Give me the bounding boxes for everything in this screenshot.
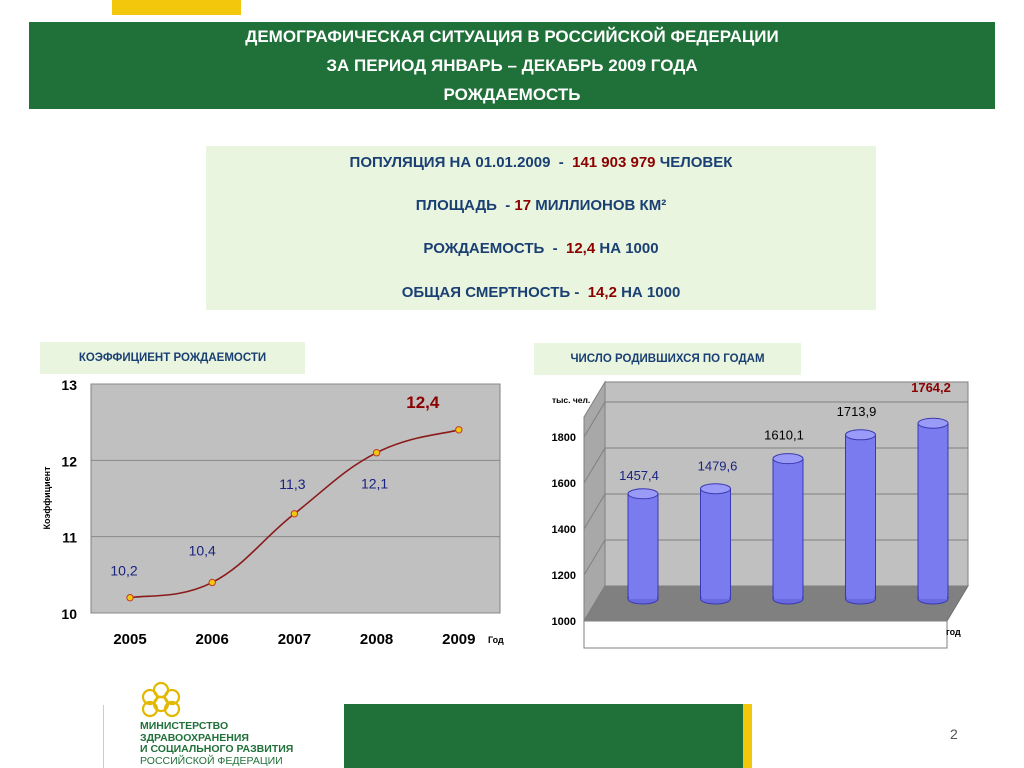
left-chart-caption: КОЭФФИЦИЕНТ РОЖДАЕМОСТИ [40,342,305,374]
y-tick-label: 1200 [552,570,576,582]
x-tick-label: 2006 [196,631,229,648]
y-tick-label: 10 [61,606,77,622]
logo-line-3: И СОЦИАЛЬНОГО РАЗВИТИЯ [140,743,294,755]
top-accent-block [112,0,241,15]
right-chart-caption: ЧИСЛО РОДИВШИХСЯ ПО ГОДАМ [534,343,801,375]
population-line: ПОПУЛЯЦИЯ НА 01.01.2009 - 141 903 979 ЧЕ… [206,154,876,171]
mortality-line: ОБЩАЯ СМЕРТНОСТЬ - 14,2 НА 1000 [206,284,876,301]
data-label: 1764,2 [911,380,951,395]
title-line-2: ЗА ПЕРИОД ЯНВАРЬ – ДЕКАБРЬ 2009 ГОДА [326,56,698,75]
y-axis-title: Коэффициент [42,466,52,530]
data-label: 1457,4 [619,468,659,483]
bar [700,483,731,605]
area-value: 17 [514,197,532,214]
y-tick-label: 11 [62,530,77,546]
x-axis-box [583,620,948,649]
summary-panel: ПОПУЛЯЦИЯ НА 01.01.2009 - 141 903 979 ЧЕ… [206,146,876,310]
y-tick-label: 12 [61,453,77,469]
gridline [583,539,606,576]
birth-rate-value: 12,4 [566,240,596,257]
x-tick-label: 2008 [360,631,393,648]
logo-line-2: ЗДРАВООХРАНЕНИЯ [140,731,249,744]
data-label: 11,3 [279,476,305,492]
gridline [583,447,606,484]
bar [627,488,659,605]
mortality-label: ОБЩАЯ СМЕРТНОСТЬ - [401,284,588,301]
x-axis-title: год [946,627,961,637]
population-value: 141 903 979 [572,154,656,171]
y-axis-title: тыс. чел. [552,395,590,405]
logo-line-1: МИНИСТЕРСТВО [140,720,229,732]
data-point [290,510,299,518]
data-label: 1479,6 [698,459,738,474]
y-tick-label: 13 [61,377,77,393]
area-unit: МИЛЛИОНОВ КМ² [531,197,667,214]
data-label: 10,2 [110,563,137,579]
area-line: ПЛОЩАДЬ - 17 МИЛЛИОНОВ КМ² [206,197,876,214]
population-unit: ЧЕЛОВЕК [655,154,733,171]
data-point [455,426,463,434]
footer-divider [103,705,104,768]
ministry-logo-icon [141,681,181,718]
data-label: 12,1 [361,476,388,492]
x-tick-label: 2007 [278,631,311,648]
birth-rate-label: РОЖДАЕМОСТЬ - [423,240,566,257]
y-tick-label: 1400 [552,524,576,536]
bar [772,453,804,605]
title-line-3: РОЖДАЕМОСТЬ [443,85,581,104]
x-tick-label: 2009 [442,631,475,648]
data-label: 12,4 [406,393,440,412]
gridline [583,493,606,530]
plot-area [90,383,501,614]
y-tick-label: 1800 [552,432,576,444]
population-label: ПОПУЛЯЦИЯ НА 01.01.2009 - [349,154,573,171]
birth-rate-line-chart: 10 11 12 13 2005 2006 2007 2008 2009 10,2 10,4 11… [42,377,504,648]
logo-line-4: РОССИЙСКОЙ ФЕДЕРАЦИИ [140,754,283,767]
bar [845,429,876,605]
data-label: 10,4 [189,542,216,558]
ministry-logo-text: МИНИСТЕРСТВО ЗДРАВООХРАНЕНИЯ И СОЦИАЛЬНО… [140,720,294,767]
mortality-value: 14,2 [587,284,617,301]
bar [917,417,949,605]
side-wall [583,380,606,623]
data-label: 1610,1 [764,428,804,443]
gridline [583,401,606,438]
y-tick-label: 1600 [552,478,576,490]
gridline [583,585,606,622]
data-point [126,594,134,602]
title-line-1: ДЕМОГРАФИЧЕСКАЯ СИТУАЦИЯ В РОССИЙСКОЙ ФЕ… [245,27,779,46]
y-tick-label: 1000 [552,616,576,628]
birth-rate-line: РОЖДАЕМОСТЬ - 12,4 НА 1000 [206,240,876,257]
footer-accent-bar [743,704,752,768]
data-point [208,578,216,587]
data-label: 1713,9 [837,404,877,419]
footer-green-bar [344,704,743,768]
birth-rate-unit: НА 1000 [595,240,659,257]
x-axis-title: Год [488,635,504,645]
area-label: ПЛОЩАДЬ - [415,197,515,214]
mortality-unit: НА 1000 [616,284,681,301]
title-banner: ДЕМОГРАФИЧЕСКАЯ СИТУАЦИЯ В РОССИЙСКОЙ ФЕ… [29,22,995,109]
data-point [372,449,381,457]
x-tick-label: 2005 [113,631,146,648]
page-number: 2 [950,726,958,742]
